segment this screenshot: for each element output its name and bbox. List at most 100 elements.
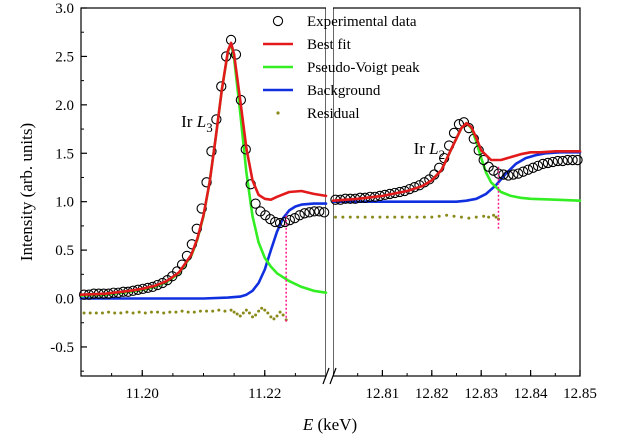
residual-point: [281, 313, 285, 317]
edge-marker-layer: [285, 164, 500, 322]
data-point: [172, 266, 183, 277]
residual-point: [186, 310, 190, 314]
data-point: [299, 208, 310, 219]
series-best-fit: [79, 41, 582, 296]
x-axis-title: E (keV): [302, 415, 357, 434]
residual-point: [88, 311, 92, 315]
x-tick-label: 11.20: [126, 386, 159, 402]
data-point: [265, 213, 276, 225]
residual-point: [125, 310, 129, 314]
series-residual: [82, 213, 500, 322]
y-tick-label: 2.0: [55, 98, 74, 114]
residual-point: [263, 308, 267, 312]
y-tick-label: 2.5: [55, 49, 74, 65]
data-point: [206, 146, 217, 157]
y-tick-label: 3.0: [55, 1, 74, 17]
residual-point: [415, 215, 419, 219]
residual-point: [232, 310, 236, 314]
residual-point: [363, 215, 367, 219]
data-point: [201, 177, 212, 188]
axis-break-mark-2: [329, 367, 337, 385]
data-point: [572, 154, 583, 166]
data-point: [191, 223, 202, 234]
data-point: [294, 210, 305, 221]
residual-point: [168, 310, 172, 314]
legend-item-background: Background: [263, 83, 381, 99]
background-line: [331, 151, 582, 203]
residual-point: [430, 215, 434, 219]
data-point: [547, 156, 558, 168]
background-line: [79, 202, 328, 300]
residual-point: [137, 310, 141, 314]
best-fit-line: [79, 41, 328, 296]
y-tick-label: 1.5: [55, 146, 74, 162]
residual-point: [235, 312, 239, 316]
data-point: [493, 168, 504, 179]
residual-point: [94, 311, 98, 315]
data-point: [567, 154, 578, 166]
y-tick-label: -0.5: [50, 340, 74, 356]
residual-point: [422, 215, 426, 219]
residual-point: [467, 216, 471, 220]
residual-point: [393, 215, 397, 219]
legend-label: Experimental data: [307, 14, 417, 30]
residual-point: [180, 309, 184, 313]
residual-point: [437, 214, 441, 218]
data-point: [503, 170, 514, 181]
legend-swatch: [276, 111, 280, 115]
pseudo-voigt-peak-line: [79, 42, 328, 297]
residual-point: [348, 215, 352, 219]
axis-break-mark-1: [322, 367, 330, 385]
data-point: [552, 155, 563, 167]
residual-point: [452, 214, 456, 218]
residual-point: [459, 215, 463, 219]
x-axis-symbol: E: [302, 415, 314, 434]
legend-label: Best fit: [307, 37, 352, 53]
edge-label: Ir L2: [414, 139, 446, 162]
data-point: [463, 122, 474, 134]
residual-point: [143, 311, 147, 315]
residual-point: [198, 309, 202, 313]
residual-point: [223, 309, 227, 313]
residual-point: [269, 315, 273, 319]
residual-point: [247, 311, 251, 315]
residual-point: [131, 311, 135, 315]
residual-point: [241, 311, 245, 315]
residual-point: [371, 215, 375, 219]
residual-point: [156, 310, 160, 314]
data-point: [518, 166, 529, 177]
legend-item-residual: Residual: [276, 106, 360, 122]
residual-point: [251, 315, 254, 319]
y-axis: 3.0 2.5 2.0 1.5 1.0 0.5 0.0 -0.5: [50, 1, 87, 372]
residual-point: [205, 309, 209, 313]
x-axis-unit: (keV): [313, 415, 357, 434]
residual-point: [107, 310, 111, 314]
residual-point: [82, 311, 86, 315]
legend-item-best-fit: Best fit: [263, 37, 352, 53]
residual-point: [487, 215, 491, 219]
data-point: [513, 168, 524, 179]
data-point: [289, 212, 300, 224]
data-point: [157, 277, 168, 289]
residual-point: [385, 215, 389, 219]
residual-point: [254, 313, 258, 317]
data-point: [284, 214, 296, 226]
residual-point: [260, 306, 264, 310]
residual-point: [100, 311, 104, 315]
residual-point: [217, 308, 221, 312]
x-tick-label: 12.85: [563, 386, 597, 402]
data-point: [527, 162, 539, 173]
data-point: [250, 198, 261, 209]
best-fit-line: [331, 121, 582, 202]
legend-label: Residual: [307, 106, 360, 122]
data-point: [562, 154, 573, 166]
data-point: [279, 216, 291, 228]
residual-point: [257, 309, 261, 313]
y-axis-title: Intensity (arb. units): [17, 123, 36, 261]
residual-point: [492, 213, 496, 217]
residual-point: [278, 310, 282, 314]
data-point: [270, 216, 281, 228]
series-layer: [78, 34, 583, 322]
series-background: [79, 151, 582, 300]
